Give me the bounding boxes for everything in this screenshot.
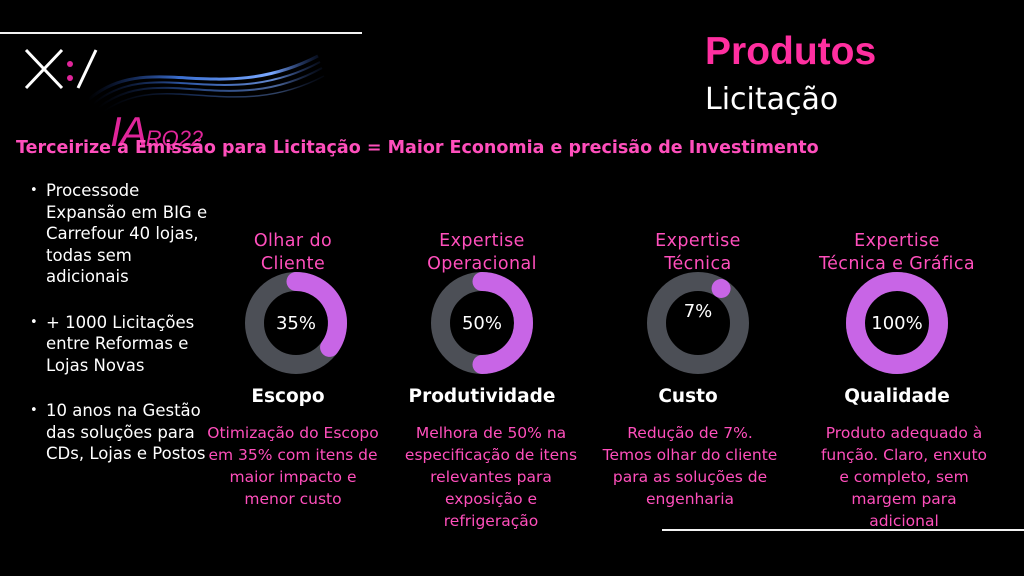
- donut-percent-label: 100%: [871, 312, 923, 334]
- donut-ring: [846, 272, 948, 374]
- bullet-item: 10 anos na Gestão das soluções para CDs,…: [30, 400, 210, 465]
- description-escopo: Otimização do Escopo em 35% com itens de…: [207, 424, 379, 508]
- donut-percent-label: 50%: [461, 312, 502, 334]
- metric-title-produtividade: Produtividade: [408, 386, 556, 407]
- donut-percent-label: 35%: [275, 312, 316, 334]
- donut-chart-escopo: 35%: [241, 268, 351, 378]
- donut-fill: [286, 272, 347, 357]
- card-heading-expertise-operacional: Expertise Operacional: [387, 214, 577, 276]
- description-produtividade: Melhora de 50% na especificação de itens…: [404, 424, 578, 530]
- bullet-item: + 1000 Licitações entre Reformas e Lojas…: [30, 312, 210, 377]
- card-heading: Expertise Técnica: [655, 231, 741, 274]
- card-heading-expertise-tecnica: Expertise Técnica: [603, 214, 793, 276]
- card-heading: Expertise Operacional: [427, 231, 537, 274]
- logo-ia: IA: [110, 108, 148, 155]
- description-custo: Redução de 7%. Temos olhar do cliente pa…: [602, 424, 778, 508]
- donut-ring: [431, 272, 533, 374]
- bottom-divider-line: [662, 529, 1024, 531]
- card-heading-olhar-do-cliente: Olhar do Cliente: [198, 214, 388, 276]
- bullet-item: Processode Expansão em BIG e Carrefour 4…: [30, 180, 210, 288]
- description-qualidade: Produto adequado à função. Claro, enxuto…: [820, 424, 988, 530]
- donut-ring: [647, 272, 749, 374]
- logo: IARQ22: [18, 38, 328, 155]
- donut-track: [647, 272, 749, 374]
- card-heading-expertise-tecnica-grafica: Expertise Técnica e Gráfica: [802, 214, 992, 276]
- donut-fill: [472, 272, 533, 374]
- logo-wave-graphic: [24, 48, 325, 113]
- donut-chart-produtividade: 50%: [427, 268, 537, 378]
- donut-fill: [711, 279, 731, 299]
- logo-text: IARQ22: [110, 108, 203, 156]
- donut-percent-label: 7%: [683, 300, 713, 322]
- page-title: Produtos: [705, 30, 877, 73]
- top-divider-line: [0, 32, 362, 34]
- page-subtitle: Licitação: [705, 82, 839, 117]
- metric-title-custo: Custo: [658, 386, 718, 407]
- bullet-list: Processode Expansão em BIG e Carrefour 4…: [30, 180, 210, 465]
- donut-ring: [245, 272, 347, 374]
- metric-title-escopo: Escopo: [251, 386, 325, 407]
- tagline: Terceirize a Emissão para Licitação = Ma…: [16, 138, 819, 158]
- metric-title-qualidade: Qualidade: [844, 386, 950, 407]
- donut-chart-custo: 7%: [643, 268, 753, 378]
- card-heading: Olhar do Cliente: [253, 231, 333, 274]
- donut-fill: [846, 272, 948, 374]
- donut-chart-qualidade: 100%: [842, 268, 952, 378]
- card-heading: Expertise Técnica e Gráfica: [819, 231, 975, 274]
- logo-rq: RQ22: [145, 126, 204, 151]
